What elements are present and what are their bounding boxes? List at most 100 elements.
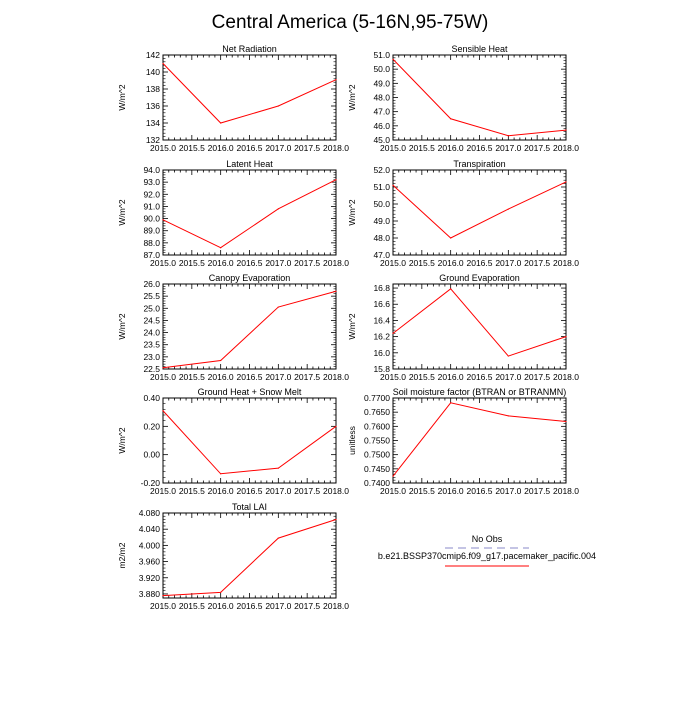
x-tick-label: 2015.0 bbox=[150, 372, 176, 382]
plot-frame bbox=[162, 169, 337, 256]
chart-title: Sensible Heat bbox=[451, 44, 508, 54]
y-axis-label: W/m^2 bbox=[347, 84, 357, 110]
x-tick-label: 2017.0 bbox=[495, 486, 521, 496]
y-tick-label: 16.0 bbox=[373, 348, 390, 358]
y-tick-label: 24.5 bbox=[143, 315, 160, 325]
data-point bbox=[220, 122, 222, 124]
x-tick-label: 2017.5 bbox=[294, 143, 320, 153]
legend-label-model: b.e21.BSSP370cmip6.f09_g17.pacemaker_pac… bbox=[378, 551, 596, 561]
x-tick-label: 2016.0 bbox=[208, 486, 234, 496]
x-tick-label: 2016.0 bbox=[208, 143, 234, 153]
data-point bbox=[335, 290, 337, 292]
x-tick-label: 2017.0 bbox=[495, 258, 521, 268]
x-tick-label: 2015.5 bbox=[179, 258, 205, 268]
y-tick-label: 132 bbox=[146, 135, 160, 145]
x-tick-label: 2015.5 bbox=[409, 143, 435, 153]
x-tick-label: 2016.0 bbox=[208, 601, 234, 611]
legend-label-obs: No Obs bbox=[472, 534, 503, 544]
y-tick-label: -0.20 bbox=[141, 478, 161, 488]
plot-frame bbox=[162, 397, 337, 484]
y-tick-label: 92.0 bbox=[143, 189, 160, 199]
x-tick-label: 2017.5 bbox=[524, 372, 550, 382]
y-tick-label: 0.7650 bbox=[364, 407, 390, 417]
y-tick-label: 89.0 bbox=[143, 226, 160, 236]
y-tick-label: 136 bbox=[146, 101, 160, 111]
y-axis-label: W/m^2 bbox=[117, 427, 127, 453]
x-tick-label: 2017.5 bbox=[294, 601, 320, 611]
legend: No Obs b.e21.BSSP370cmip6.f09_g17.pacemak… bbox=[378, 534, 596, 567]
y-tick-label: 15.8 bbox=[373, 364, 390, 374]
chart-title: Canopy Evaporation bbox=[209, 273, 291, 283]
x-tick-label: 2015.0 bbox=[150, 486, 176, 496]
data-point bbox=[392, 184, 394, 186]
y-tick-label: 134 bbox=[146, 118, 160, 128]
chart-title: Latent Heat bbox=[226, 159, 273, 169]
y-tick-label: 0.7400 bbox=[364, 478, 390, 488]
y-axis-label: W/m^2 bbox=[117, 199, 127, 225]
plot-frame bbox=[392, 397, 567, 484]
y-tick-label: 51.0 bbox=[373, 50, 390, 60]
x-tick-label: 2018.0 bbox=[323, 601, 349, 611]
data-point bbox=[450, 237, 452, 239]
data-point bbox=[565, 129, 567, 131]
y-tick-label: 0.00 bbox=[143, 450, 160, 460]
x-tick-label: 2017.0 bbox=[495, 143, 521, 153]
x-tick-label: 2016.5 bbox=[237, 601, 263, 611]
y-tick-label: 49.0 bbox=[373, 78, 390, 88]
x-tick-label: 2015.0 bbox=[150, 601, 176, 611]
y-tick-label: 24.0 bbox=[143, 328, 160, 338]
data-point bbox=[335, 179, 337, 181]
y-tick-label: 0.7700 bbox=[364, 393, 390, 403]
data-point bbox=[565, 181, 567, 183]
x-tick-label: 2018.0 bbox=[553, 258, 579, 268]
y-axis-label: unitless bbox=[347, 426, 357, 455]
data-point bbox=[565, 336, 567, 338]
y-tick-label: 0.40 bbox=[143, 393, 160, 403]
x-tick-label: 2017.5 bbox=[524, 486, 550, 496]
y-tick-label: 91.0 bbox=[143, 201, 160, 211]
series-line bbox=[162, 410, 337, 475]
y-tick-label: 47.0 bbox=[373, 250, 390, 260]
y-tick-label: 0.20 bbox=[143, 421, 160, 431]
y-tick-label: 52.0 bbox=[373, 165, 390, 175]
data-point bbox=[392, 332, 394, 334]
data-point bbox=[450, 402, 452, 404]
data-point bbox=[162, 594, 164, 597]
y-tick-label: 87.0 bbox=[143, 250, 160, 260]
chart-panel: Sensible Heat W/m^2 2015.0 2015.5 2016.0 2016… bbox=[347, 44, 579, 153]
data-point bbox=[277, 208, 279, 210]
series-line bbox=[392, 181, 567, 239]
x-tick-label: 2017.0 bbox=[265, 372, 291, 382]
x-tick-label: 2015.0 bbox=[380, 143, 406, 153]
x-tick-label: 2016.0 bbox=[208, 372, 234, 382]
data-point bbox=[220, 591, 222, 593]
x-tick-label: 2016.5 bbox=[237, 258, 263, 268]
y-tick-label: 16.2 bbox=[373, 332, 390, 342]
data-point bbox=[565, 420, 567, 423]
page-title: Central America (5-16N,95-75W) bbox=[212, 12, 489, 33]
data-point bbox=[162, 410, 164, 412]
y-tick-label: 4.080 bbox=[139, 508, 161, 518]
y-tick-label: 3.960 bbox=[139, 557, 161, 567]
x-tick-label: 2018.0 bbox=[323, 258, 349, 268]
y-tick-label: 3.920 bbox=[139, 573, 161, 583]
x-tick-label: 2016.0 bbox=[438, 258, 464, 268]
y-tick-label: 4.000 bbox=[139, 540, 161, 550]
x-tick-label: 2018.0 bbox=[553, 486, 579, 496]
plot-frame bbox=[162, 512, 337, 599]
series-line bbox=[392, 288, 567, 357]
x-tick-label: 2016.0 bbox=[438, 143, 464, 153]
y-tick-label: 50.0 bbox=[373, 199, 390, 209]
y-tick-label: 94.0 bbox=[143, 165, 160, 175]
x-tick-label: 2015.5 bbox=[179, 372, 205, 382]
data-point bbox=[220, 247, 222, 249]
data-point bbox=[335, 79, 337, 81]
y-tick-label: 46.0 bbox=[373, 121, 390, 131]
data-point bbox=[162, 219, 164, 221]
data-point bbox=[507, 355, 509, 357]
y-axis-label: W/m^2 bbox=[347, 199, 357, 225]
plot-frame bbox=[162, 283, 337, 370]
